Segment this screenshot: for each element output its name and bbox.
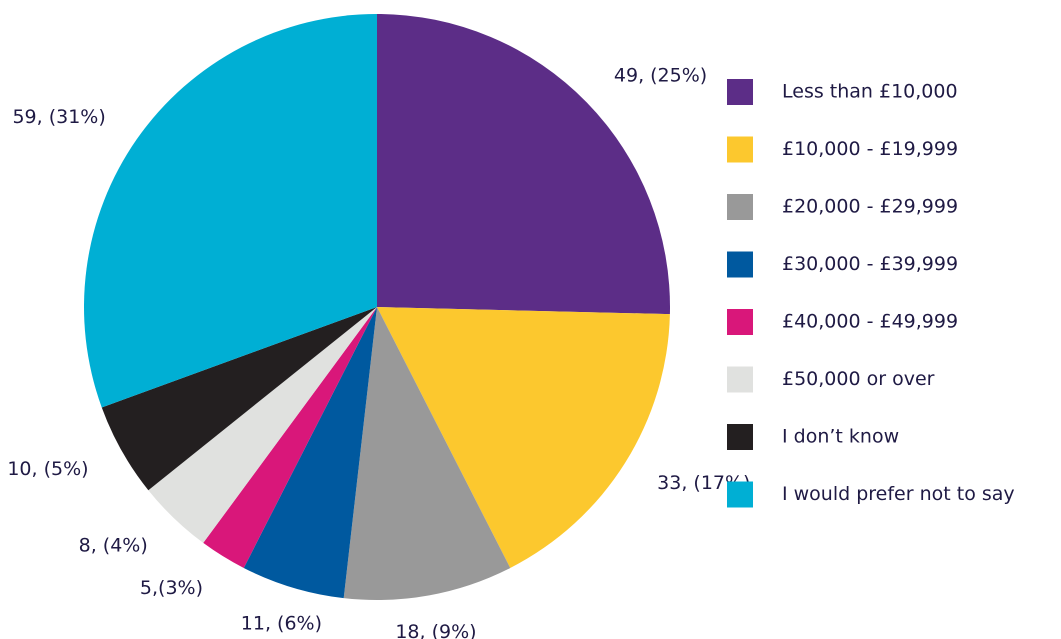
pie-slice — [377, 14, 670, 315]
data-label: 49, (25%) — [614, 64, 707, 86]
legend-label: £20,000 - £29,999 — [782, 196, 958, 218]
legend-swatch — [727, 251, 753, 278]
legend-swatch — [727, 481, 753, 508]
data-label: 18, (9%) — [395, 621, 476, 639]
legend-label: Less than £10,000 — [782, 81, 958, 103]
data-label: 10, (5%) — [7, 458, 88, 480]
legend-swatch — [727, 309, 753, 335]
legend-label: £50,000 or over — [782, 368, 935, 390]
legend-swatch — [727, 424, 753, 450]
legend-label: I don’t know — [782, 426, 899, 448]
pie-slice — [83, 14, 377, 408]
data-label: 5,(3%) — [140, 577, 203, 599]
pie-slice — [377, 307, 670, 568]
data-label: 8, (4%) — [79, 534, 148, 556]
legend-swatch — [727, 79, 753, 105]
pie-slice — [101, 307, 377, 491]
legend-label: £30,000 - £39,999 — [782, 253, 958, 275]
legend-label: I would prefer not to say — [782, 483, 1015, 505]
pie-slice — [343, 307, 511, 600]
pie-slice — [148, 307, 377, 543]
data-label: 11, (6%) — [241, 612, 322, 634]
pie-slice — [243, 307, 377, 599]
legend-swatch — [727, 194, 753, 220]
legend-swatch — [727, 366, 753, 393]
legend-label: £40,000 - £49,999 — [782, 311, 958, 333]
legend-label: £10,000 - £19,999 — [782, 138, 958, 160]
data-label: 59, (31%) — [12, 106, 105, 128]
pie-slice — [203, 307, 377, 568]
legend-swatch — [727, 136, 753, 163]
